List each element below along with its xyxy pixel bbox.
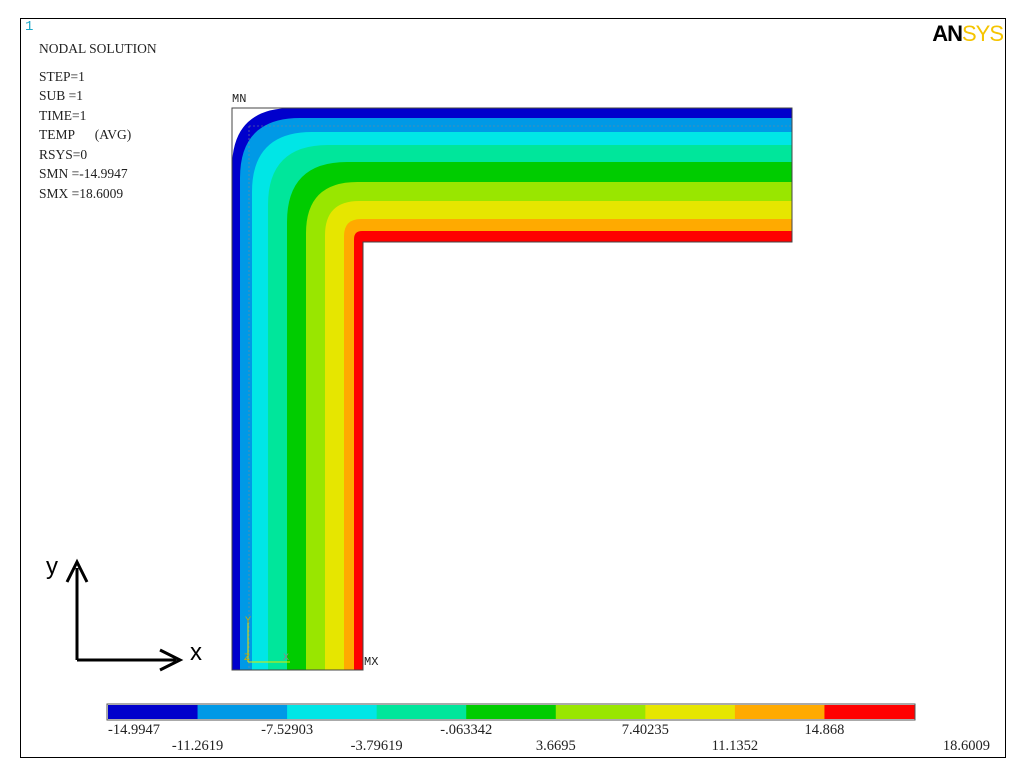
min-marker: MN [232,92,246,106]
legend-label-top: 7.40235 [622,722,669,738]
triad-y-label: Y [245,616,251,627]
window-number: 1 [25,19,34,35]
legend-swatch [197,705,288,719]
contour-band [306,182,792,670]
triad-z-label: Z [244,653,250,664]
info-line: RSYS=0 [39,146,88,162]
info-line: TEMP (AVG) [39,127,132,142]
legend-swatch [376,705,467,719]
info-line: TIME=1 [39,107,87,123]
legend-label-top: -14.9947 [108,722,160,738]
contour-bands [232,108,792,670]
legend-swatch [734,705,825,719]
legend-label-bottom: 3.6695 [536,738,576,754]
contour-band [354,231,792,670]
legend-label-top: 14.868 [805,722,845,738]
info-line: SMX =18.6009 [39,185,124,201]
legend-frame [106,703,916,721]
info-line: SUB =1 [39,88,84,103]
triad-x-label: X [283,653,289,664]
info-line: STEP=1 [39,68,85,84]
legend-label-bottom: -3.79619 [351,738,403,754]
legend-label-bottom: 11.1352 [712,738,759,754]
legend-swatch [645,705,736,719]
solution-title: NODAL SOLUTION [39,41,157,56]
legend-swatch [555,705,646,719]
model-outline [231,107,793,671]
legend-label-top: -.063342 [440,722,492,738]
color-legend: -14.9947 -11.2619 -7.52903 -3.79619 -.063342… [106,703,990,754]
legend-swatch [108,705,199,719]
legend-swatch [466,705,557,719]
ansys-logo: ANSYS [932,21,1004,46]
contour-band [344,219,792,670]
x-axis-label: x [190,639,202,666]
xy-axes: y x [46,553,202,672]
mesh-edge [248,125,792,670]
legend-swatch [824,705,915,719]
max-marker: MX [364,655,378,669]
legend-label-bottom: 18.6009 [943,738,990,754]
solution-info: NODAL SOLUTION STEP=1 SUB =1 TIME=1 TEMP … [39,39,157,203]
contour-band [325,201,792,670]
info-line: SMN =-14.9947 [39,166,128,181]
legend-swatch [287,705,378,719]
legend-label-top: -7.52903 [261,722,313,738]
coordinate-triad: Y Z X [244,616,290,664]
y-axis-label: y [46,553,58,580]
legend-label-bottom: -11.2619 [172,738,223,754]
